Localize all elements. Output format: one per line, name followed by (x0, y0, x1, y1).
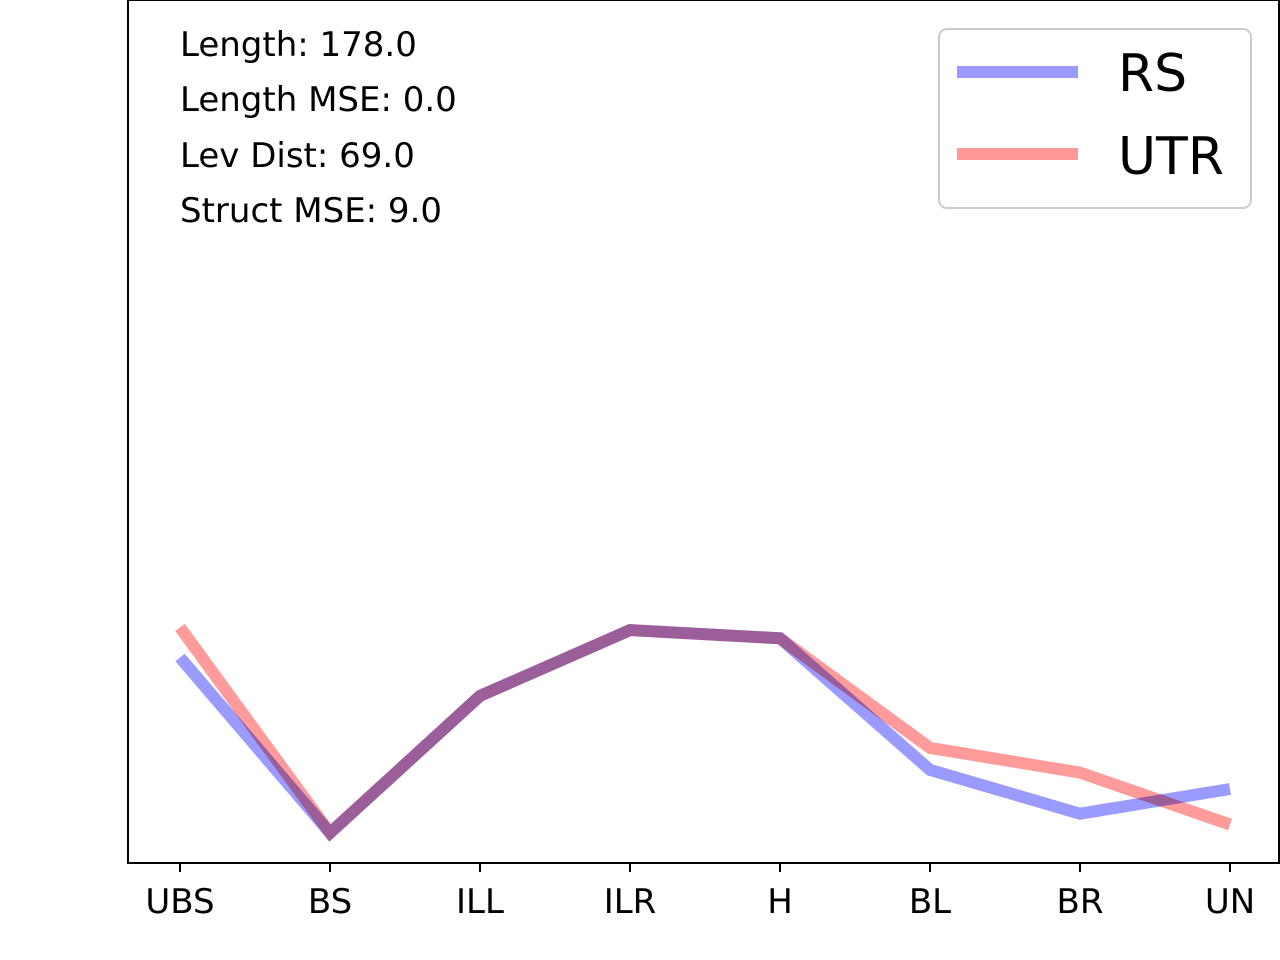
x-tick-label-ill: ILL (456, 882, 504, 922)
annotation-length: Length: 178.0 (180, 25, 417, 65)
annotation-lev-dist: Lev Dist: 69.0 (180, 136, 415, 176)
x-tick-label-h: H (767, 882, 793, 922)
legend: RS UTR (938, 28, 1252, 209)
x-tick-label-un: UN (1205, 882, 1255, 922)
x-tick-label-ilr: ILR (604, 882, 657, 922)
annotation-struct-mse: Struct MSE: 9.0 (180, 191, 442, 231)
plot-frame (127, 0, 1280, 864)
x-tick-label-ubs: UBS (145, 882, 214, 922)
x-axis: UBS BS ILL ILR H BL BR UN (145, 863, 1255, 922)
series-line-utr (175, 623, 1232, 842)
stats-annotations: Length: 178.0 Length MSE: 0.0 Lev Dist: … (180, 25, 457, 231)
annotation-length-mse: Length MSE: 0.0 (180, 80, 457, 120)
x-tick-label-br: BR (1057, 882, 1104, 922)
series-line-rs (175, 624, 1231, 842)
x-tick-label-bs: BS (308, 882, 352, 922)
x-tick-label-bl: BL (909, 882, 951, 922)
legend-label-utr: UTR (1118, 127, 1224, 187)
series-layer (175, 623, 1232, 842)
legend-label-rs: RS (1118, 44, 1187, 104)
